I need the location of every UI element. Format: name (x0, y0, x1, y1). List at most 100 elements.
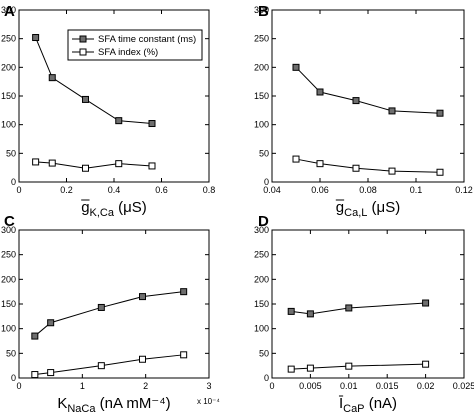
panel-c: C 0 50 100 150 200 250 300 0 1 2 3 KNaCa (nA mM⁻⁴) x … (1, 213, 220, 415)
y-tick-label: 150 (1, 299, 16, 309)
y-tick-label: 100 (1, 324, 16, 334)
x-axis-label: ICaP (nA) (339, 395, 397, 415)
x-tick-label: 0 (16, 185, 21, 195)
panel-letter: D (258, 213, 269, 230)
data-point (47, 369, 55, 377)
data-point (31, 332, 39, 340)
y-tick-label: 250 (1, 250, 16, 260)
data-point (97, 303, 105, 311)
data-point (388, 107, 396, 115)
panel-letter: B (258, 3, 269, 20)
data-point (345, 304, 353, 312)
y-tick-label: 100 (1, 120, 16, 130)
data-point (97, 362, 105, 370)
data-point (48, 74, 56, 82)
data-point (422, 360, 430, 368)
y-tick-label: 250 (254, 250, 269, 260)
data-point (436, 109, 444, 117)
x-tick-label: 0.8 (203, 185, 216, 195)
x-tick-label: 0.025 (453, 381, 474, 391)
data-point (422, 299, 430, 307)
y-tick-label: 50 (259, 348, 269, 358)
y-tick-label: 250 (254, 34, 269, 44)
x-tick-label: 0.12 (455, 185, 473, 195)
data-point (436, 168, 444, 176)
data-point (115, 160, 123, 168)
data-point (345, 362, 353, 370)
legend-marker (79, 48, 87, 56)
y-tick-label: 200 (1, 62, 16, 72)
x-tick-label: 0 (269, 381, 274, 391)
series-line-index (34, 354, 184, 376)
data-point (148, 120, 156, 128)
y-tick-label: 100 (254, 120, 269, 130)
data-point (32, 158, 40, 166)
y-tick-label: 0 (264, 373, 269, 383)
y-tick-label: 150 (254, 299, 269, 309)
data-point (316, 88, 324, 96)
data-point (82, 164, 89, 172)
x-tick-label: 3 (206, 381, 211, 391)
x-tick-label: 0.2 (60, 185, 73, 195)
y-tick-label: 50 (259, 148, 269, 158)
data-point (180, 288, 188, 296)
x-tick-label: 0.1 (410, 185, 423, 195)
data-point (139, 355, 146, 363)
data-point (306, 310, 314, 318)
data-point (48, 159, 56, 167)
data-point (180, 351, 188, 359)
x-axis-label: gCa,L (μS) (336, 199, 400, 219)
y-tick-label: 100 (254, 324, 269, 334)
legend: SFA time constant (ms) SFA index (%) (67, 29, 203, 61)
data-point (388, 167, 396, 175)
x-tick-label: 0.015 (376, 381, 399, 391)
data-point (292, 63, 300, 71)
data-point (82, 95, 89, 103)
data-point (352, 164, 360, 172)
panel-letter: C (4, 213, 15, 230)
panel-d: D 0 50 100 150 200 250 300 0 0.005 0.01 0.015 0.02 0.… (254, 213, 474, 415)
legend-label: SFA time constant (ms) (98, 34, 196, 45)
y-tick-label: 200 (254, 62, 269, 72)
x-tick-label: 0.04 (263, 185, 281, 195)
x-tick-label: 0.6 (155, 185, 168, 195)
y-tick-label: 150 (1, 91, 16, 101)
data-point (292, 155, 300, 163)
series-line-time-constant (34, 291, 184, 337)
y-tick-label: 50 (6, 348, 16, 358)
y-tick-label: 150 (254, 91, 269, 101)
data-point (139, 293, 146, 301)
y-tick-label: 0 (264, 177, 269, 187)
x-tick-label: 0 (16, 381, 21, 391)
x-axis-label: KNaCa (nA mM⁻⁴) (57, 395, 170, 415)
y-tick-label: 300 (254, 5, 269, 15)
data-point (115, 117, 123, 125)
y-tick-label: 200 (254, 274, 269, 284)
data-point (31, 371, 39, 379)
y-tick-label: 300 (254, 225, 269, 235)
data-point (32, 34, 40, 42)
data-point (287, 365, 295, 373)
x-tick-label: 0.08 (359, 185, 377, 195)
x-axis-label: gK,Ca (μS) (81, 199, 147, 219)
x-tick-label: 0.06 (311, 185, 329, 195)
series-line-index (291, 363, 426, 370)
y-tick-label: 300 (1, 225, 16, 235)
y-tick-label: 0 (11, 373, 16, 383)
panel-letter: A (4, 3, 15, 20)
panel-a: A 0 50 100 150 200 250 300 0 0.2 0.4 0.6 0.8 gK,Ca (μ… (1, 3, 215, 219)
y-tick-label: 300 (1, 5, 16, 15)
data-point (316, 160, 324, 168)
y-tick-label: 50 (6, 148, 16, 158)
data-point (148, 162, 156, 170)
x-tick-label: 0.02 (417, 381, 435, 391)
data-point (47, 319, 55, 327)
data-point (306, 364, 314, 372)
legend-box (67, 29, 203, 61)
x-tick-label: 0.01 (340, 381, 358, 391)
plot-frame (271, 9, 465, 183)
y-tick-label: 0 (11, 177, 16, 187)
x-tick-label: 0.4 (108, 185, 121, 195)
x-axis-multiplier: x 10⁻⁴ (197, 397, 220, 406)
